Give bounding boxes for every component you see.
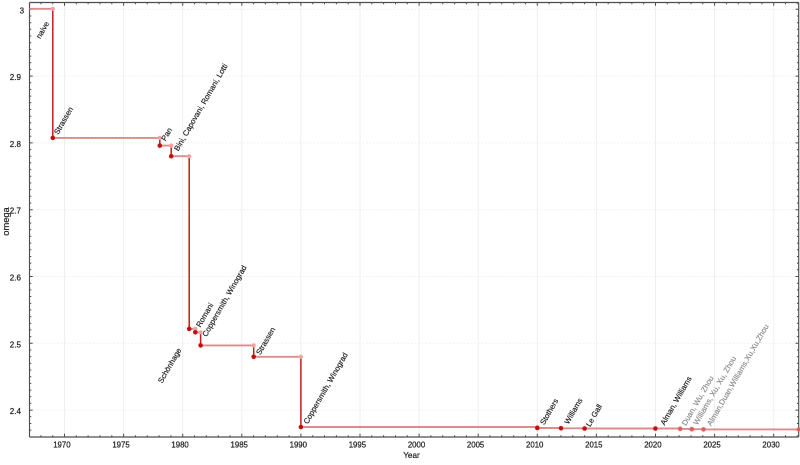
svg-text:2.7: 2.7 [10,207,22,216]
svg-text:1975: 1975 [112,441,130,450]
svg-text:2.9: 2.9 [10,73,22,82]
svg-text:2010: 2010 [526,441,544,450]
svg-text:1995: 1995 [349,441,367,450]
svg-text:2.5: 2.5 [10,340,22,349]
svg-text:2015: 2015 [585,441,603,450]
svg-text:2000: 2000 [408,441,426,450]
svg-text:1990: 1990 [290,441,308,450]
svg-text:1970: 1970 [53,441,71,450]
svg-text:2.4: 2.4 [10,407,22,416]
svg-text:omega: omega [1,206,11,235]
svg-text:2.8: 2.8 [10,140,22,149]
svg-text:2025: 2025 [703,441,721,450]
svg-text:1980: 1980 [171,441,189,450]
svg-text:2.6: 2.6 [10,274,22,283]
svg-text:2005: 2005 [467,441,485,450]
svg-text:1985: 1985 [231,441,249,450]
svg-text:3: 3 [20,6,25,15]
svg-text:2020: 2020 [644,441,662,450]
svg-text:2030: 2030 [762,441,780,450]
svg-text:Year: Year [403,451,420,460]
